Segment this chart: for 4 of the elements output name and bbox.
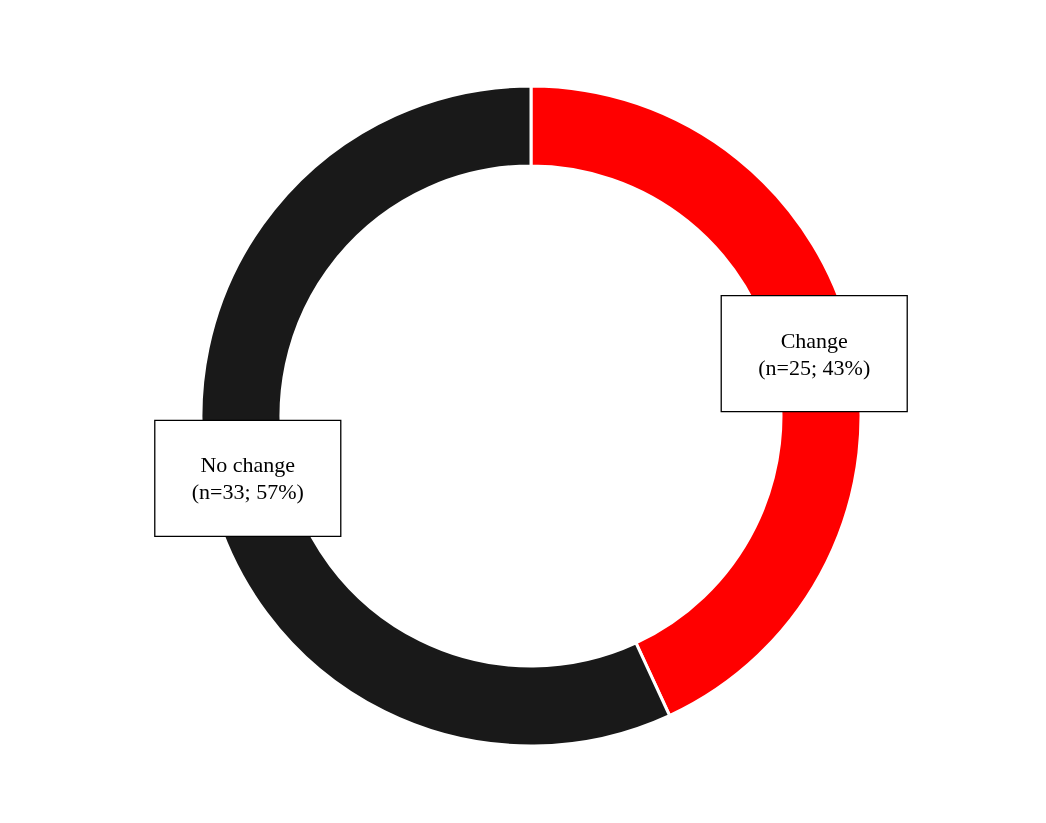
data-label: (n=33; 57%): [191, 479, 304, 505]
slice-label: No change: [200, 452, 296, 478]
slice-label: Change: [780, 327, 848, 353]
data-label: (n=25; 43%): [758, 354, 871, 380]
